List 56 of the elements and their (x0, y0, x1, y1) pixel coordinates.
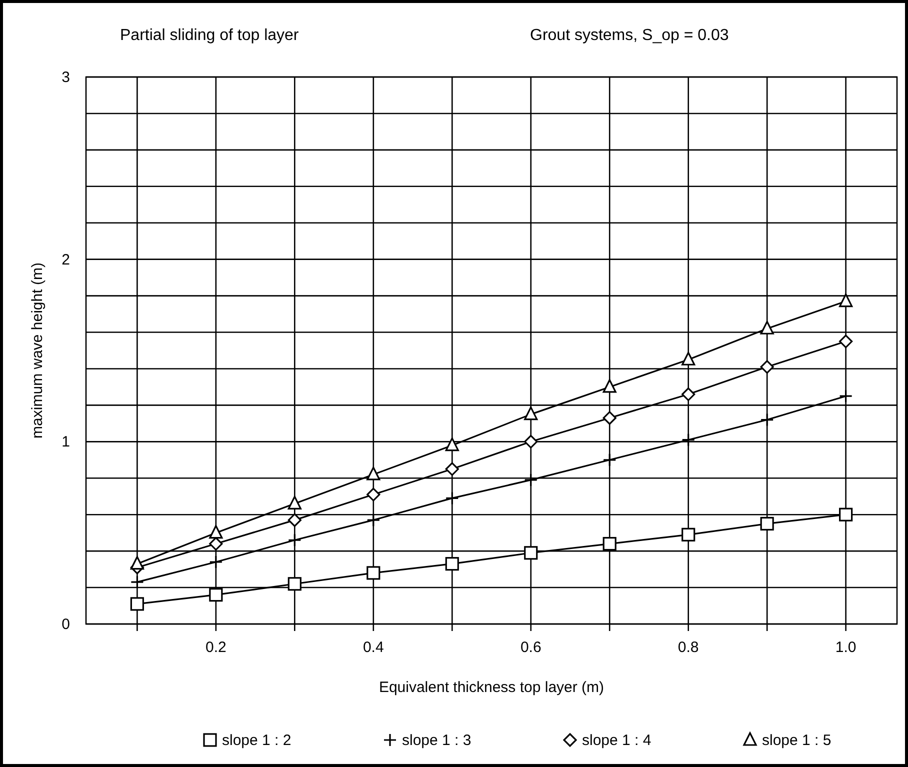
point (445, 491, 459, 505)
x-axis-title: Equivalent thickness top layer (m) (378, 679, 604, 696)
point (682, 528, 696, 542)
point (524, 546, 538, 560)
point (366, 566, 380, 580)
point (288, 513, 302, 527)
point (288, 577, 302, 591)
point (602, 379, 616, 393)
legend-label: slope 1 : 4 (582, 732, 652, 749)
point (366, 513, 380, 527)
point (524, 434, 538, 448)
point (760, 516, 774, 531)
x-tick-label: 0.2 (205, 639, 226, 656)
legend-label: slope 1 : 2 (222, 732, 292, 749)
point (288, 533, 302, 547)
point (366, 466, 380, 480)
point (288, 496, 302, 510)
point (839, 293, 853, 308)
point (524, 473, 538, 487)
point (760, 412, 774, 427)
point (682, 433, 696, 447)
y-tick-label: 1 (62, 434, 70, 451)
point (445, 438, 459, 452)
point (760, 320, 774, 334)
point (445, 462, 459, 476)
point (602, 536, 616, 551)
point (760, 360, 774, 374)
x-tick-label: 1.0 (835, 639, 856, 656)
point (209, 536, 223, 551)
legend-label: slope 1 : 5 (762, 732, 832, 749)
y-tick-label: 2 (62, 251, 70, 268)
point (839, 508, 853, 522)
point (130, 597, 144, 611)
point (839, 389, 853, 403)
chart-title: Partial sliding of top layer (120, 27, 300, 44)
x-tick-label: 0.8 (678, 639, 699, 656)
point (130, 575, 144, 589)
point (839, 334, 853, 348)
point (602, 453, 616, 467)
chart-subtitle: Grout systems, S_op = 0.03 (530, 27, 729, 44)
y-axis-title: maximum wave height (m) (29, 262, 46, 438)
point (209, 555, 223, 569)
point (682, 352, 696, 366)
point (524, 406, 538, 420)
point (602, 411, 616, 425)
point (445, 557, 459, 571)
legend-label: slope 1 : 3 (402, 732, 472, 749)
y-tick-label: 3 (62, 69, 70, 86)
point (130, 556, 144, 570)
point (682, 387, 696, 402)
x-tick-label: 0.6 (520, 639, 542, 656)
x-tick-label: 0.4 (362, 639, 384, 656)
point (209, 525, 223, 539)
y-tick-label: 0 (62, 616, 70, 633)
point (366, 488, 380, 502)
point (209, 588, 223, 602)
